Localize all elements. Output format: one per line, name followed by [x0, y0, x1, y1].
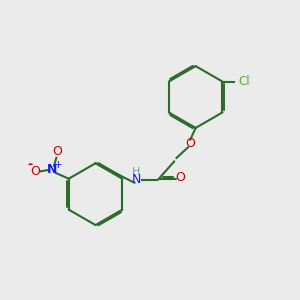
Text: N: N [131, 172, 141, 186]
Text: -: - [27, 158, 32, 171]
Text: O: O [185, 137, 195, 150]
Text: H: H [132, 167, 140, 177]
Text: N: N [47, 164, 58, 176]
Text: O: O [176, 172, 185, 184]
Text: O: O [30, 165, 40, 178]
Text: +: + [53, 160, 62, 170]
Text: Cl: Cl [238, 75, 250, 88]
Text: O: O [52, 145, 62, 158]
